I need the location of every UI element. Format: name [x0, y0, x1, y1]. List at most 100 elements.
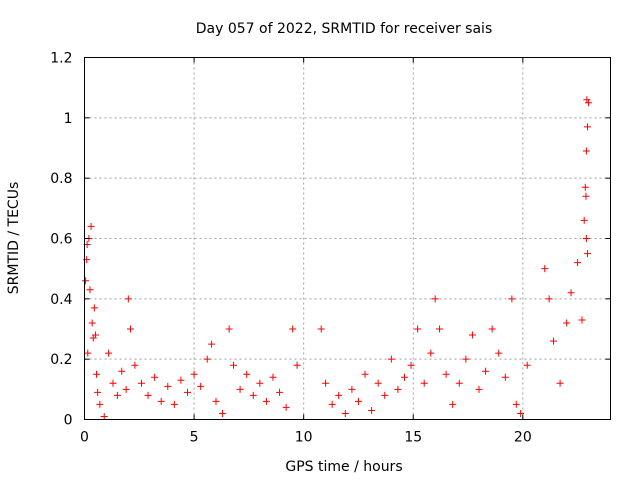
data-point: [109, 379, 117, 387]
data-point: [482, 367, 490, 375]
data-point: [262, 397, 270, 405]
data-point: [488, 325, 496, 333]
data-point: [420, 379, 428, 387]
plot-frame: [84, 57, 611, 420]
data-point: [341, 409, 349, 417]
data-point: [118, 367, 126, 375]
data-point: [124, 295, 132, 303]
x-tick-label: 10: [295, 430, 313, 446]
data-point: [449, 400, 457, 408]
y-tick-label: 1.2: [50, 51, 72, 67]
data-point: [508, 295, 516, 303]
data-point: [197, 382, 205, 390]
data-point: [208, 340, 216, 348]
data-point: [556, 379, 564, 387]
data-point: [581, 183, 589, 191]
data-point: [436, 325, 444, 333]
data-point: [90, 304, 98, 312]
data-point: [512, 400, 520, 408]
data-point: [387, 355, 395, 363]
data-point: [442, 370, 450, 378]
data-point: [563, 319, 571, 327]
data-point: [164, 382, 172, 390]
x-tick-label: 20: [514, 430, 532, 446]
data-point: [91, 331, 99, 339]
y-tick-label: 0.2: [50, 352, 72, 368]
grid: [84, 57, 611, 420]
data-point: [151, 373, 159, 381]
data-point: [113, 391, 121, 399]
data-point: [348, 385, 356, 393]
y-tick-label: 0: [64, 413, 73, 429]
axis-ticks: 0 5 10 15 20 0 0.2 0.4 0.6 0.8 1 1.2: [50, 51, 611, 446]
data-point: [269, 373, 277, 381]
data-point: [190, 370, 198, 378]
data-point: [94, 388, 102, 396]
data-points: [82, 96, 593, 420]
data-point: [230, 361, 238, 369]
data-point: [407, 361, 415, 369]
data-point: [322, 379, 330, 387]
data-point: [574, 259, 582, 267]
data-point: [86, 286, 94, 294]
data-point: [137, 379, 145, 387]
y-tick-label: 0.4: [50, 292, 72, 308]
data-point: [501, 373, 509, 381]
data-point: [293, 361, 301, 369]
data-point: [184, 388, 192, 396]
data-point: [236, 385, 244, 393]
data-point: [96, 400, 104, 408]
data-point: [317, 325, 325, 333]
data-point: [462, 355, 470, 363]
data-point: [203, 355, 211, 363]
data-point: [212, 397, 220, 405]
data-point: [400, 373, 408, 381]
data-point: [256, 379, 264, 387]
data-point: [545, 295, 553, 303]
data-point: [582, 192, 590, 200]
data-point: [361, 370, 369, 378]
data-point: [243, 370, 251, 378]
data-point: [368, 406, 376, 414]
data-point: [219, 409, 227, 417]
data-point: [517, 409, 525, 417]
data-point: [394, 385, 402, 393]
y-tick-label: 0.8: [50, 171, 72, 187]
data-point: [84, 349, 92, 357]
data-point: [427, 349, 435, 357]
data-point: [127, 325, 135, 333]
data-point: [157, 397, 165, 405]
data-point: [88, 319, 96, 327]
x-tick-label: 0: [80, 430, 89, 446]
data-point: [276, 388, 284, 396]
data-point: [550, 337, 558, 345]
y-tick-label: 0.6: [50, 232, 72, 248]
data-point: [82, 277, 90, 285]
data-point: [282, 403, 290, 411]
data-point: [93, 370, 101, 378]
data-point: [541, 265, 549, 273]
data-point: [374, 379, 382, 387]
data-point: [354, 397, 362, 405]
data-point: [170, 400, 178, 408]
x-tick-label: 15: [404, 430, 422, 446]
data-point: [431, 295, 439, 303]
data-point: [177, 376, 185, 384]
data-point: [567, 289, 575, 297]
data-point: [131, 361, 139, 369]
data-point: [468, 331, 476, 339]
data-point: [249, 391, 257, 399]
data-point: [144, 391, 152, 399]
data-point: [495, 349, 503, 357]
data-point: [583, 96, 591, 104]
data-point: [455, 379, 463, 387]
data-point: [122, 385, 130, 393]
data-point: [225, 325, 233, 333]
data-point: [414, 325, 422, 333]
data-point: [582, 235, 590, 242]
x-axis-label: GPS time / hours: [285, 459, 402, 475]
x-tick-label: 5: [190, 430, 199, 446]
data-point: [475, 385, 483, 393]
data-point: [523, 361, 531, 369]
